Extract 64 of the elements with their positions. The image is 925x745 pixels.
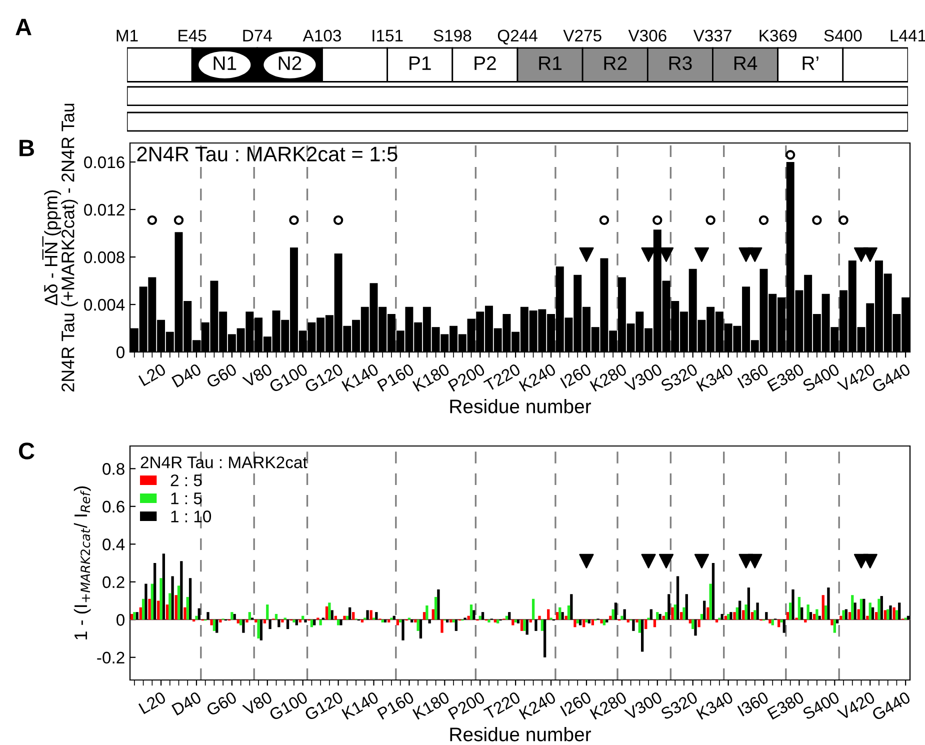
x-tick-label: E380 [766,691,805,720]
text: I151 [372,30,403,42]
legend-title: 2N4R Tau : MARK2cat [140,456,308,468]
text: A103 [302,30,341,42]
y-tick-label: 0 [116,614,124,626]
text: V337 [693,30,732,42]
x-tick-label: K240 [518,363,557,392]
category-label: P2 [474,56,496,70]
x-tick-label: D40 [171,363,202,388]
legend-label: 2 : 5 [170,474,202,486]
x-tick-label: E380 [766,363,805,392]
y-tick-label: -0.2 [97,652,124,664]
text: S198 [434,30,472,42]
text: A [16,18,32,36]
x-axis-title: Residue number [450,727,592,742]
x-axis-title: Residue number [450,399,592,414]
text: K369 [760,30,797,42]
x-tick-label: L20 [138,691,167,714]
text: E45 [178,30,206,42]
y-axis-title: 1 - (I$_{+MARK2cat}$/ I$_{Ref}$) [74,486,91,640]
y-tick-label: 0.2 [102,576,124,588]
category-label: R2 [604,56,627,70]
y-tick-label: 0.012 [84,204,124,216]
y-tick-label: 0.4 [102,538,125,550]
x-tick-label: I360 [737,691,770,716]
category-label: N1 [214,56,236,70]
category-label: R’ [802,56,818,70]
x-tick-label: D40 [171,691,202,716]
y-tick-label: 0.6 [102,500,124,513]
y-tick-label: 0.016 [84,156,124,168]
text: V306 [628,30,666,42]
category-label: P1 [410,56,431,70]
x-tick-label: G60 [206,691,238,716]
x-tick-label: K140 [341,691,380,720]
x-tick-label: K340 [696,691,734,720]
x-tick-label: S320 [660,691,698,720]
x-tick-label: K140 [341,363,380,392]
y-tick-label: 0.008 [84,251,124,264]
category-label: N2 [278,56,302,70]
y-tick-label: 0.004 [84,298,125,311]
x-tick-label: G60 [206,363,238,388]
x-tick-label: P160 [376,691,415,720]
text: D74 [243,30,272,42]
category-label: R1 [539,56,562,70]
x-tick-label: P160 [376,363,415,392]
x-tick-label: K240 [518,691,557,720]
annotation: 2N4R Tau : MARK2cat = 1:5 [137,146,398,162]
text: C [18,442,34,460]
x-tick-label: I360 [737,363,770,388]
legend-label: 1 : 10 [171,510,212,522]
y-tick-label: 0.8 [102,463,124,475]
text: B [20,140,34,156]
text: V275 [563,30,602,42]
text: S400 [824,30,862,42]
x-tick-label: L20 [138,363,167,386]
text: Q244 [498,30,538,45]
y-tick-label: 0 [116,346,124,358]
category-label: R3 [669,56,692,70]
x-tick-label: K340 [696,363,734,392]
text: M1 [116,30,138,42]
y-axis-title: Δδ - H̅N̅ (ppm) 2N4R Tau (+MARK2cat) - 2N4R Tau [42,104,78,392]
x-tick-label: S320 [660,363,698,392]
category-label: R4 [734,56,758,70]
legend-label: 1 : 5 [171,492,202,504]
